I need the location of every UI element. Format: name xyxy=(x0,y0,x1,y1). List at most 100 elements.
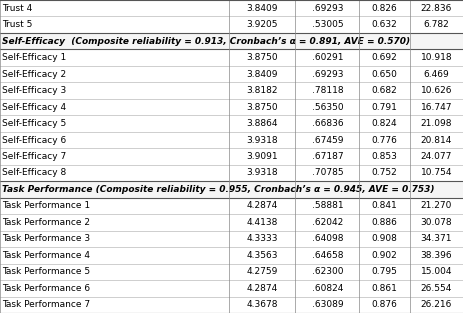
Text: 0.632: 0.632 xyxy=(372,20,397,29)
Bar xyxy=(0,214,463,231)
Text: 3.8864: 3.8864 xyxy=(246,119,278,128)
Text: 4.3563: 4.3563 xyxy=(246,251,278,260)
Bar xyxy=(0,17,463,33)
Bar xyxy=(0,264,463,280)
Text: Task Performance 2: Task Performance 2 xyxy=(2,218,90,227)
Text: Task Performance (Composite reliability = 0.955, Cronbach’s α = 0.945, AVE = 0.7: Task Performance (Composite reliability … xyxy=(2,185,435,194)
Text: .60824: .60824 xyxy=(312,284,343,293)
Text: .62300: .62300 xyxy=(312,267,343,276)
Text: 16.747: 16.747 xyxy=(420,103,452,111)
Text: 0.886: 0.886 xyxy=(372,218,397,227)
Text: .66836: .66836 xyxy=(312,119,343,128)
Text: .64098: .64098 xyxy=(312,234,343,244)
Text: 0.861: 0.861 xyxy=(372,284,397,293)
Text: 0.826: 0.826 xyxy=(372,4,397,13)
Text: Self-Efficacy 2: Self-Efficacy 2 xyxy=(2,69,66,79)
Bar xyxy=(0,132,463,148)
Text: Task Performance 6: Task Performance 6 xyxy=(2,284,90,293)
Text: 20.814: 20.814 xyxy=(421,136,452,145)
Bar xyxy=(0,115,463,132)
Text: Task Performance 7: Task Performance 7 xyxy=(2,300,90,309)
Bar xyxy=(0,82,463,99)
Text: 10.626: 10.626 xyxy=(420,86,452,95)
Bar xyxy=(0,0,463,17)
Text: .69293: .69293 xyxy=(312,4,343,13)
Text: 21.270: 21.270 xyxy=(421,202,452,210)
Text: 4.2874: 4.2874 xyxy=(247,284,278,293)
Text: 3.8409: 3.8409 xyxy=(246,4,278,13)
Text: 0.902: 0.902 xyxy=(372,251,397,260)
Text: 0.876: 0.876 xyxy=(372,300,397,309)
Text: 4.4138: 4.4138 xyxy=(247,218,278,227)
Text: 6.469: 6.469 xyxy=(424,69,449,79)
Text: 3.8750: 3.8750 xyxy=(246,103,278,111)
Bar xyxy=(0,165,463,181)
Text: 24.077: 24.077 xyxy=(421,152,452,161)
Text: Self-Efficacy 1: Self-Efficacy 1 xyxy=(2,53,67,62)
Text: 26.216: 26.216 xyxy=(421,300,452,309)
Text: Trust 5: Trust 5 xyxy=(2,20,33,29)
Text: 26.554: 26.554 xyxy=(421,284,452,293)
Text: Self-Efficacy  (Composite reliability = 0.913, Cronbach’s α = 0.891, AVE = 0.570: Self-Efficacy (Composite reliability = 0… xyxy=(2,37,410,46)
Text: 3.8409: 3.8409 xyxy=(246,69,278,79)
Text: .78118: .78118 xyxy=(312,86,343,95)
Text: Self-Efficacy 3: Self-Efficacy 3 xyxy=(2,86,67,95)
Text: 4.2874: 4.2874 xyxy=(247,202,278,210)
Text: 3.8750: 3.8750 xyxy=(246,53,278,62)
Text: Self-Efficacy 5: Self-Efficacy 5 xyxy=(2,119,67,128)
Text: Self-Efficacy 8: Self-Efficacy 8 xyxy=(2,168,67,177)
Text: .60291: .60291 xyxy=(312,53,343,62)
Text: 21.098: 21.098 xyxy=(420,119,452,128)
Text: 3.9091: 3.9091 xyxy=(246,152,278,161)
Text: 3.8182: 3.8182 xyxy=(246,86,278,95)
Text: Self-Efficacy 4: Self-Efficacy 4 xyxy=(2,103,66,111)
Bar xyxy=(0,247,463,264)
Text: 0.752: 0.752 xyxy=(372,168,397,177)
Text: .67459: .67459 xyxy=(312,136,343,145)
Text: Task Performance 1: Task Performance 1 xyxy=(2,202,90,210)
Text: Task Performance 5: Task Performance 5 xyxy=(2,267,90,276)
Bar xyxy=(0,99,463,115)
Text: 34.371: 34.371 xyxy=(420,234,452,244)
Text: .69293: .69293 xyxy=(312,69,343,79)
Bar xyxy=(0,231,463,247)
Text: 4.2759: 4.2759 xyxy=(247,267,278,276)
Text: .70785: .70785 xyxy=(312,168,343,177)
Text: 0.692: 0.692 xyxy=(372,53,397,62)
Bar xyxy=(0,66,463,82)
Bar xyxy=(0,198,463,214)
Bar xyxy=(0,49,463,66)
Text: 6.782: 6.782 xyxy=(424,20,449,29)
Text: 0.795: 0.795 xyxy=(372,267,397,276)
Text: 0.650: 0.650 xyxy=(372,69,397,79)
Text: 0.682: 0.682 xyxy=(372,86,397,95)
Text: 0.824: 0.824 xyxy=(372,119,397,128)
Text: Task Performance 4: Task Performance 4 xyxy=(2,251,90,260)
Text: .56350: .56350 xyxy=(312,103,343,111)
Text: 38.396: 38.396 xyxy=(420,251,452,260)
Text: 10.754: 10.754 xyxy=(420,168,452,177)
Bar xyxy=(0,181,463,198)
Text: 30.078: 30.078 xyxy=(420,218,452,227)
Text: 0.908: 0.908 xyxy=(372,234,397,244)
Bar xyxy=(0,280,463,296)
Text: 0.853: 0.853 xyxy=(372,152,397,161)
Text: 10.918: 10.918 xyxy=(420,53,452,62)
Text: .53005: .53005 xyxy=(312,20,343,29)
Text: 4.3678: 4.3678 xyxy=(246,300,278,309)
Text: Task Performance 3: Task Performance 3 xyxy=(2,234,90,244)
Text: 0.791: 0.791 xyxy=(372,103,397,111)
Text: .67187: .67187 xyxy=(312,152,343,161)
Text: 4.3333: 4.3333 xyxy=(246,234,278,244)
Text: Trust 4: Trust 4 xyxy=(2,4,32,13)
Text: Self-Efficacy 7: Self-Efficacy 7 xyxy=(2,152,67,161)
Text: 15.004: 15.004 xyxy=(420,267,452,276)
Text: .63089: .63089 xyxy=(312,300,343,309)
Text: .58881: .58881 xyxy=(312,202,343,210)
Text: .62042: .62042 xyxy=(312,218,343,227)
Bar xyxy=(0,33,463,49)
Text: 22.836: 22.836 xyxy=(421,4,452,13)
Text: 3.9205: 3.9205 xyxy=(246,20,278,29)
Text: 3.9318: 3.9318 xyxy=(246,168,278,177)
Bar xyxy=(0,296,463,313)
